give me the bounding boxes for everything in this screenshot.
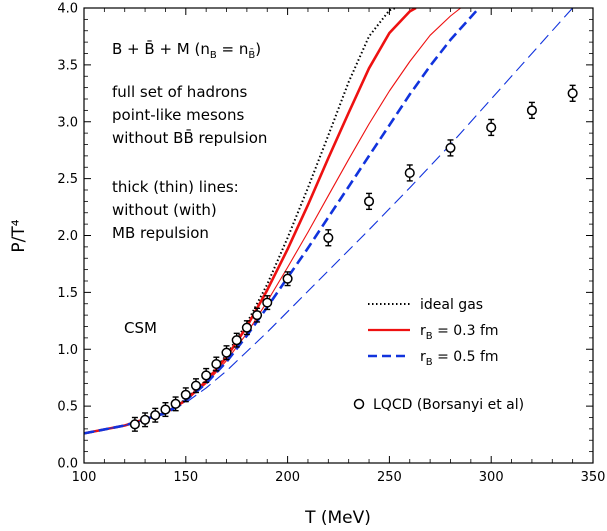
series-r05-thin (84, 8, 574, 434)
legend-label-ideal: ideal gas (420, 297, 483, 313)
lqcd-point (180, 387, 191, 403)
lqcd-point (231, 332, 242, 348)
lqcd-marker (129, 419, 140, 430)
lqcd-point (445, 139, 456, 157)
series-r05-thick (84, 8, 480, 435)
lqcd-marker (363, 196, 375, 207)
legend-label-lqcd: LQCD (Borsanyi et al) (373, 397, 524, 413)
y-axis-title: P/T⁴ (9, 219, 29, 252)
model-curves (84, 8, 574, 435)
lqcd-marker (526, 105, 537, 116)
lqcd-marker (150, 410, 161, 421)
x-tick-label-2: 200 (275, 470, 300, 485)
y-tick-label-6: 3.0 (57, 115, 78, 130)
y-tick-label-4: 2.0 (57, 229, 78, 244)
legend: ideal gas rB = 0.3 fm rB = 0.5 fm LQCD (… (353, 297, 524, 413)
plot-frame (83, 7, 594, 464)
annotation-line-6: MB repulsion (112, 224, 209, 242)
lqcd-point (404, 164, 415, 182)
y-tick-label-8: 4.0 (57, 2, 78, 17)
lqcd-point (323, 229, 334, 247)
x-tick-label-4: 300 (479, 470, 504, 485)
lqcd-marker (231, 335, 242, 346)
lqcd-point (567, 84, 578, 102)
legend-label-r03: rB = 0.3 fm (420, 323, 499, 342)
annotation-model: CSM (124, 319, 157, 337)
y-tick-label-5: 2.5 (57, 172, 78, 187)
x-tick-label-3: 250 (377, 470, 402, 485)
lqcd-point (262, 295, 273, 311)
lqcd-point (140, 412, 151, 428)
lqcd-marker (201, 370, 212, 381)
lqcd-marker (567, 88, 578, 99)
lqcd-marker (323, 232, 334, 243)
lqcd-points (129, 84, 578, 432)
annotation-line-1: full set of hadrons (112, 83, 248, 101)
lqcd-marker (221, 347, 232, 358)
lqcd-marker (404, 167, 415, 178)
annotation-line-2: point-like mesons (112, 106, 244, 124)
x-tick-label-0: 100 (72, 470, 97, 485)
x-axis-title: T (MeV) (304, 508, 371, 528)
x-tick-label-1: 150 (173, 470, 198, 485)
lqcd-point (170, 396, 181, 412)
lqcd-point (129, 416, 140, 432)
lqcd-marker (252, 310, 263, 321)
lqcd-point (241, 320, 252, 336)
lqcd-point (150, 407, 161, 423)
series-r03-thin (84, 8, 462, 434)
lqcd-point (201, 367, 212, 383)
y-tick-label-7: 3.5 (57, 58, 78, 73)
lqcd-marker (190, 380, 202, 391)
lqcd-point (282, 271, 293, 287)
annotation-system: B + B̄ + M (nB = nB̄) (112, 39, 261, 61)
lqcd-point (252, 307, 263, 323)
series-r03-thick (84, 8, 417, 435)
annotation-line-5: without (with) (112, 201, 217, 219)
legend-label-r05: rB = 0.5 fm (420, 349, 499, 368)
lqcd-marker (170, 398, 181, 409)
lqcd-marker (160, 404, 171, 415)
lqcd-point (363, 192, 375, 211)
x-tick-label-5: 350 (581, 470, 606, 485)
legend-marker-lqcd (353, 398, 365, 410)
series-ideal (84, 8, 396, 435)
lqcd-point (190, 378, 202, 394)
lqcd-point (486, 118, 497, 137)
annotation-line-3: without BB̄ repulsion (112, 128, 267, 147)
lqcd-point (160, 402, 171, 418)
lqcd-marker (445, 142, 456, 153)
lqcd-point (211, 356, 222, 372)
y-tick-label-2: 1.0 (57, 343, 78, 358)
lqcd-marker (262, 297, 273, 308)
lqcd-point (221, 345, 232, 361)
y-tick-label-1: 0.5 (57, 400, 78, 415)
lqcd-marker (211, 358, 222, 370)
lqcd-marker (486, 122, 497, 133)
annotation-line-4: thick (thin) lines: (112, 178, 239, 196)
lqcd-point (526, 101, 537, 120)
lqcd-marker (180, 389, 191, 400)
lqcd-marker (282, 273, 293, 284)
y-tick-label-3: 1.5 (57, 286, 78, 301)
y-tick-label-0: 0.0 (57, 457, 78, 472)
annotation-block: B + B̄ + M (nB = nB̄) full set of hadron… (112, 39, 267, 337)
lqcd-marker (140, 414, 151, 425)
tick-labels: 100 150 200 250 300 350 0.0 0.5 1.0 1.5 2.0 2.5 3.0 3… (57, 2, 605, 486)
lqcd-marker (241, 322, 252, 333)
